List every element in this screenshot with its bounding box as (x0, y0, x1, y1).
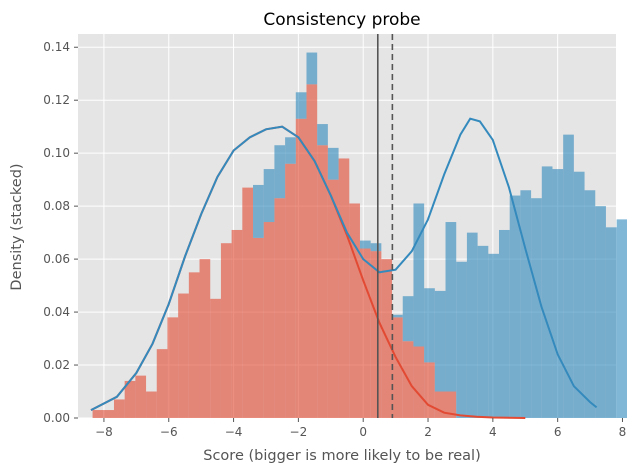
histogram-bar-series-1 (413, 346, 425, 418)
histogram-bar-series-2 (285, 137, 296, 164)
histogram-bar-series-1 (317, 145, 328, 418)
histogram-bar-series-1 (445, 391, 457, 418)
histogram-bars (92, 52, 627, 419)
histogram-bar-series-1 (188, 272, 200, 418)
histogram-bar-series-2 (445, 222, 457, 392)
histogram-bar-series-2 (306, 52, 318, 85)
histogram-bar-series-1 (424, 362, 435, 418)
histogram-bar-series-1 (349, 203, 360, 418)
histogram-bar-series-1 (295, 118, 307, 419)
x-tick-label: 0 (359, 425, 367, 439)
y-tick-label: 0.14 (43, 40, 70, 54)
histogram-bar-series-1 (274, 198, 286, 418)
histogram-bar-series-1 (135, 375, 147, 418)
y-tick-label: 0.06 (43, 252, 70, 266)
histogram-bar-series-2 (402, 296, 414, 342)
density-curves (90, 117, 598, 419)
histogram-bar-series-1 (338, 158, 350, 418)
histogram-bar-series-1 (124, 380, 136, 418)
y-tick-label: 0.04 (43, 305, 70, 319)
chart-title: Consistency probe (263, 10, 420, 30)
y-axis-label: Density (stacked) (9, 163, 25, 290)
histogram-bar-series-1 (92, 410, 104, 418)
histogram-bar-series-1 (146, 391, 157, 418)
x-tick-label: 6 (554, 425, 562, 439)
y-tick-label: 0.10 (43, 146, 70, 160)
histogram-bar-series-2 (317, 124, 328, 146)
histogram-bar-series-2 (370, 243, 382, 252)
histogram-bar-series-2 (466, 232, 478, 418)
histogram-bar-series-2 (413, 203, 425, 347)
histogram-bar-series-2 (392, 314, 403, 318)
y-tick-label: 0.02 (43, 358, 70, 372)
y-tick-label: 0.12 (43, 93, 70, 107)
y-tick-label: 0.08 (43, 199, 70, 213)
x-tick-label: −6 (160, 425, 178, 439)
histogram-bar-series-2 (541, 166, 553, 418)
histogram-bar-series-1 (263, 222, 275, 418)
histogram-bar-series-2 (488, 253, 500, 418)
histogram-bar-series-1 (231, 229, 243, 418)
histogram-bar-series-2 (616, 219, 627, 418)
histogram-bar-series-1 (178, 293, 189, 418)
histogram-bar-series-1 (242, 187, 254, 418)
histogram-bar-series-2 (424, 288, 435, 363)
histogram-bar-series-1 (167, 317, 179, 418)
histogram-bar-series-2 (253, 184, 264, 238)
histogram-bar-series-2 (531, 198, 542, 418)
x-tick-label: 4 (489, 425, 497, 439)
x-tick-label: −4 (225, 425, 243, 439)
histogram-bar-series-2 (584, 190, 596, 418)
histogram-bar-series-1 (220, 243, 232, 418)
x-axis-label: Score (bigger is more likely to be real) (203, 448, 480, 464)
histogram-bar-series-2 (263, 169, 275, 223)
histogram-bar-series-1 (113, 399, 125, 418)
histogram-bar-series-2 (434, 290, 446, 392)
histogram-bar-series-2 (573, 171, 585, 418)
histogram-bar-series-2 (327, 147, 339, 180)
histogram-bar-series-2 (552, 169, 564, 418)
histogram-bar-series-1 (210, 298, 221, 418)
histogram-bar-series-1 (327, 179, 339, 418)
x-tick-label: 8 (619, 425, 627, 439)
histogram-bar-series-1 (285, 163, 296, 418)
y-axis-ticks: 0.00 0.02 0.04 0.06 0.08 0.10 0.12 0.14 (43, 40, 78, 425)
histogram-bar-series-1 (359, 248, 371, 418)
histogram-bar-series-2 (456, 261, 467, 418)
histogram-bar-series-2 (605, 227, 617, 418)
histogram-bar-series-1 (253, 237, 264, 418)
histogram-bar-series-1 (370, 251, 382, 418)
density-curve-2 (90, 117, 598, 411)
x-tick-label: 2 (424, 425, 432, 439)
y-tick-label: 0.00 (43, 411, 70, 425)
histogram-bar-series-2 (499, 229, 510, 418)
histogram-bar-series-2 (359, 240, 371, 249)
histogram-bar-series-2 (477, 245, 489, 418)
histogram-bar-series-2 (520, 190, 532, 418)
x-axis-ticks: −8 −6 −4 −2 0 2 4 6 8 (95, 418, 626, 439)
threshold-lines (376, 34, 394, 418)
x-tick-label: −2 (290, 425, 308, 439)
histogram-bar-series-1 (199, 259, 211, 418)
histogram-bar-series-2 (509, 195, 521, 418)
histogram-bar-series-1 (434, 391, 446, 418)
histogram-bar-series-1 (103, 410, 114, 418)
histogram-bar-series-1 (306, 84, 318, 419)
histogram-bar-series-1 (156, 349, 168, 418)
histogram-bar-series-2 (274, 145, 286, 199)
histogram-bar-series-2 (563, 134, 574, 419)
histogram-bar-series-2 (595, 206, 606, 418)
histogram-bar-series-2 (295, 92, 307, 119)
x-tick-label: −8 (95, 425, 113, 439)
histogram-bar-series-1 (392, 317, 403, 418)
